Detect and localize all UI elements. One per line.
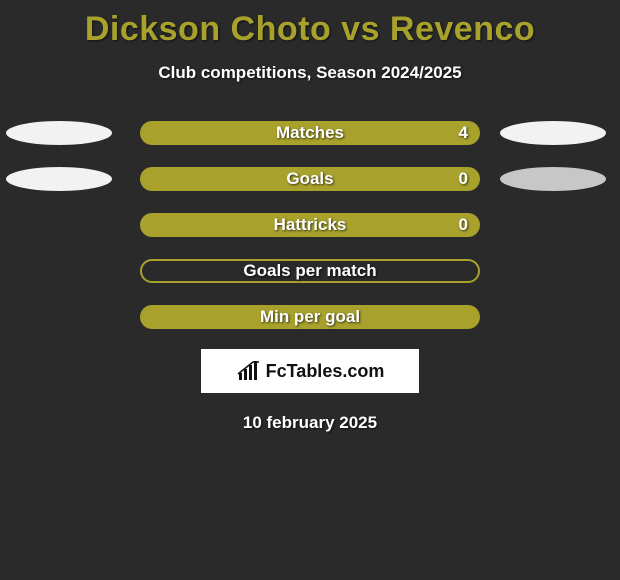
- player-right-ellipse: [500, 167, 606, 191]
- page-title: Dickson Choto vs Revenco: [85, 10, 535, 49]
- stat-pill: Hattricks 0: [140, 213, 480, 237]
- bar-chart-icon: [236, 360, 262, 382]
- player-right-ellipse: [500, 121, 606, 145]
- stat-row: Hattricks 0: [0, 213, 620, 237]
- stat-value-right: 4: [459, 123, 468, 143]
- player-left-ellipse: [6, 121, 112, 145]
- stat-label: Goals: [286, 169, 333, 189]
- stat-value-right: 0: [459, 215, 468, 235]
- footer-date: 10 february 2025: [243, 413, 377, 433]
- brand-text: FcTables.com: [266, 361, 385, 382]
- stat-row: Matches 4: [0, 121, 620, 145]
- stat-pill: Matches 4: [140, 121, 480, 145]
- player-left-ellipse: [6, 167, 112, 191]
- stat-row: Min per goal: [0, 305, 620, 329]
- stat-pill: Goals per match: [140, 259, 480, 283]
- infographic-container: Dickson Choto vs Revenco Club competitio…: [0, 0, 620, 580]
- subtitle: Club competitions, Season 2024/2025: [158, 63, 461, 83]
- stat-label: Matches: [276, 123, 344, 143]
- stat-pill: Goals 0: [140, 167, 480, 191]
- stat-row: Goals 0: [0, 167, 620, 191]
- stat-label: Hattricks: [274, 215, 347, 235]
- stat-rows: Matches 4 Goals 0 Hattricks 0 Goals per match M…: [0, 121, 620, 329]
- stat-value-right: 0: [459, 169, 468, 189]
- stat-label: Min per goal: [260, 307, 360, 327]
- brand-box: FcTables.com: [201, 349, 419, 393]
- stat-row: Goals per match: [0, 259, 620, 283]
- stat-pill: Min per goal: [140, 305, 480, 329]
- stat-label: Goals per match: [243, 261, 376, 281]
